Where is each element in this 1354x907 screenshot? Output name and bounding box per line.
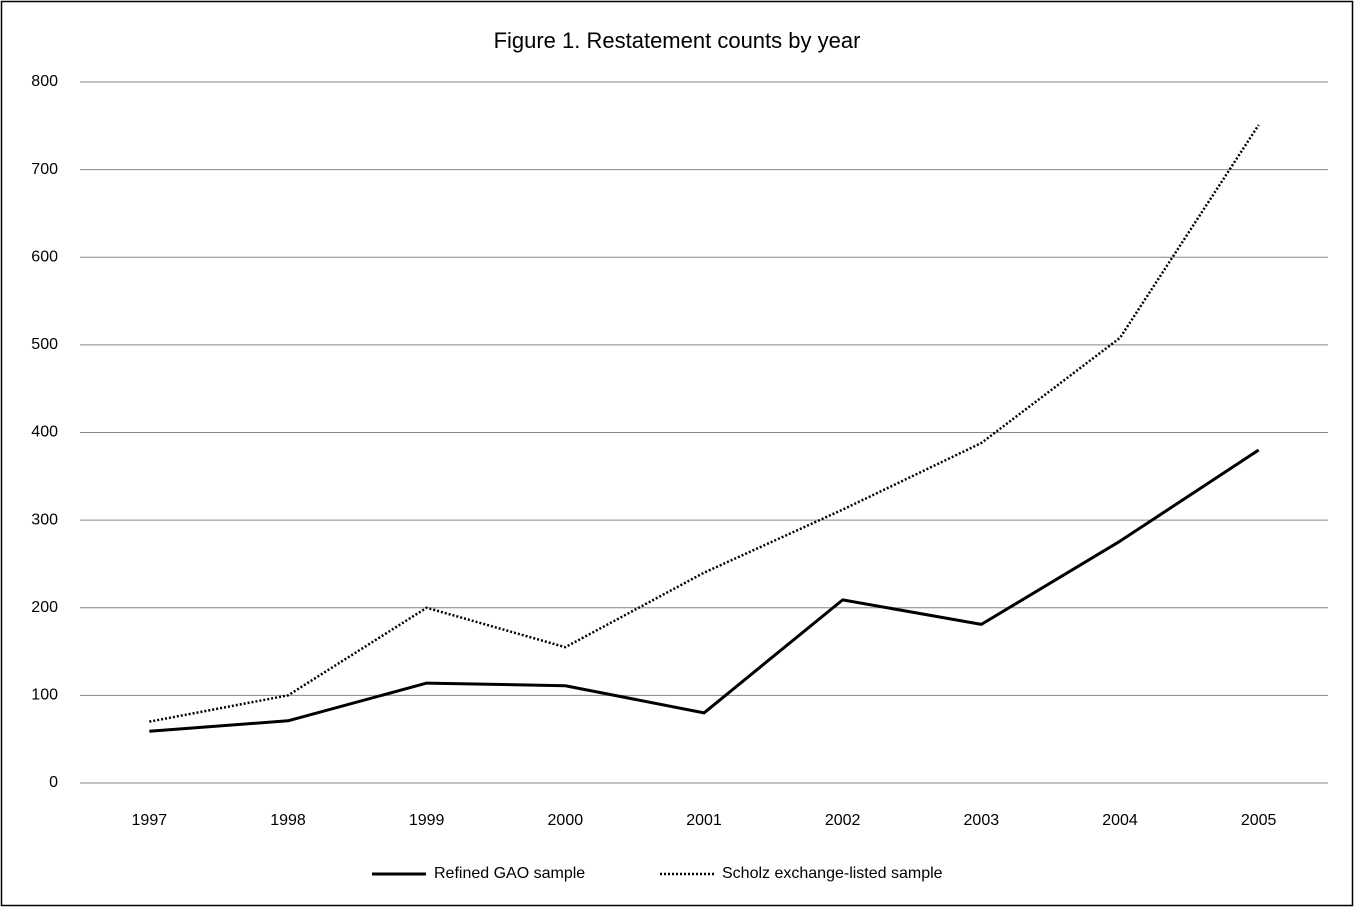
x-tick-label: 2003 xyxy=(964,812,1000,829)
y-tick-label: 300 xyxy=(31,511,58,528)
y-tick-label: 800 xyxy=(31,73,58,90)
x-tick-label: 1998 xyxy=(270,812,306,829)
x-tick-label: 2001 xyxy=(686,812,722,829)
x-tick-label: 2005 xyxy=(1241,812,1277,829)
chart-title: Figure 1. Restatement counts by year xyxy=(494,28,861,53)
x-tick-label: 2000 xyxy=(548,812,584,829)
x-tick-label: 2002 xyxy=(825,812,861,829)
y-tick-label: 400 xyxy=(31,424,58,441)
series-line xyxy=(149,448,1260,733)
x-tick-label: 1997 xyxy=(132,812,168,829)
series-line xyxy=(149,124,1260,723)
y-tick-label: 200 xyxy=(31,599,58,616)
y-tick-label: 500 xyxy=(31,336,58,353)
y-tick-label: 600 xyxy=(31,248,58,265)
x-tick-label: 1999 xyxy=(409,812,445,829)
legend-label: Scholz exchange-listed sample xyxy=(722,865,943,882)
x-tick-label: 2004 xyxy=(1102,812,1138,829)
legend-label: Refined GAO sample xyxy=(434,865,585,882)
y-tick-label: 0 xyxy=(49,774,58,791)
y-tick-label: 700 xyxy=(31,161,58,178)
y-tick-label: 100 xyxy=(31,687,58,704)
